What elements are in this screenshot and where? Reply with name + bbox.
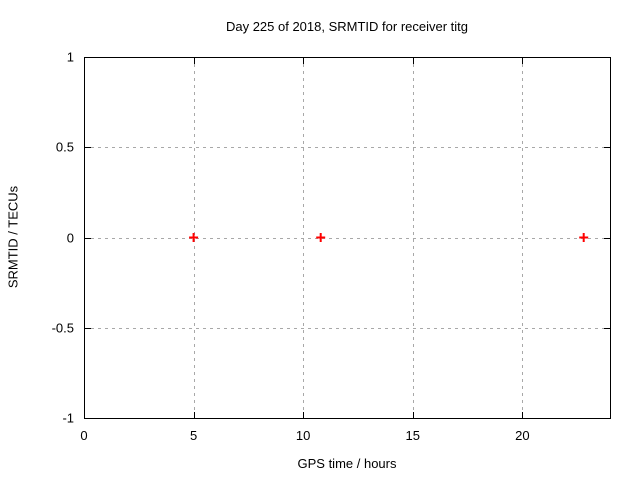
x-tick-label: 0 xyxy=(80,428,88,443)
x-tick-label: 15 xyxy=(405,428,420,443)
chart-title: Day 225 of 2018, SRMTID for receiver tit… xyxy=(225,19,469,34)
y-tick-label: -1 xyxy=(62,410,74,426)
x-tick-label: 5 xyxy=(189,428,198,443)
y-tick-label: 1 xyxy=(66,49,74,65)
y-tick-label: 0.5 xyxy=(55,139,74,155)
y-tick-label: 0 xyxy=(66,230,74,245)
plot-border xyxy=(84,57,611,419)
x-axis-label: GPS time / hours xyxy=(297,456,397,471)
y-tick-label: -0.5 xyxy=(51,320,74,336)
x-tick-label: 10 xyxy=(295,428,311,443)
x-tick-label: 20 xyxy=(515,428,530,443)
